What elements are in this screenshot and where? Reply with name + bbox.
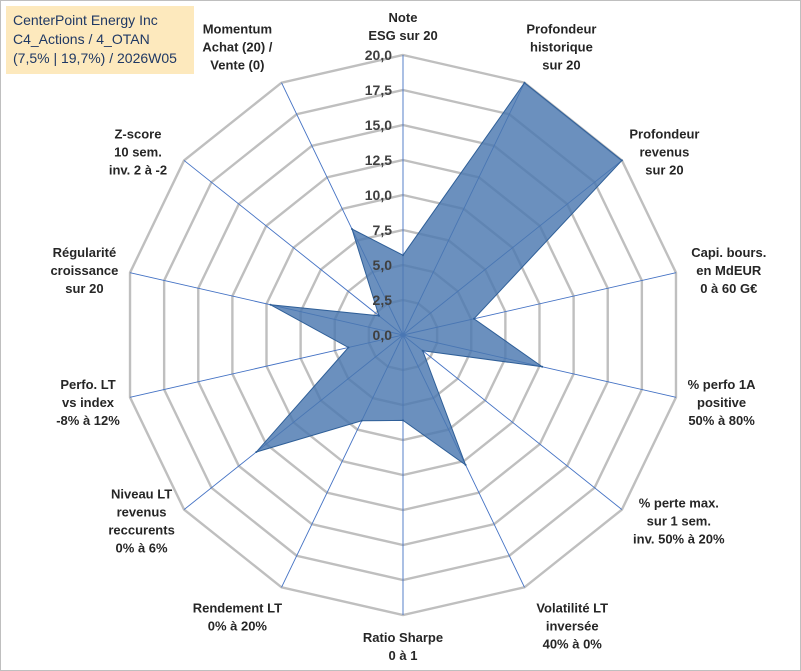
tick-label-2: 5,0 [373, 257, 393, 273]
axis-label-1: Profondeur historique sur 20 [526, 21, 596, 72]
axis-label-1-line-2: sur 20 [542, 57, 580, 72]
tick-label-5: 12,5 [365, 152, 392, 168]
data-point-11 [269, 303, 272, 306]
tick-label-8: 20,0 [365, 47, 392, 63]
axis-label-4-line-2: 50% à 80% [688, 413, 755, 428]
tick-label-1: 2,5 [373, 292, 393, 308]
axis-label-4: % perfo 1A positive 50% à 80% [688, 377, 757, 428]
axis-label-11-line-2: sur 20 [65, 281, 103, 296]
axis-label-13-line-0: Momentum [203, 21, 272, 36]
axis-label-7: Ratio Sharpe 0 à 1 [363, 630, 443, 663]
axis-label-8-line-0: Rendement LT [193, 601, 282, 616]
axis-label-8: Rendement LT 0% à 20% [193, 601, 282, 634]
tick-label-7: 17,5 [365, 82, 392, 98]
axis-label-2: Profondeur revenus sur 20 [629, 126, 699, 177]
tick-label-4: 10,0 [365, 187, 392, 203]
axis-label-11-line-0: Régularité [53, 245, 117, 260]
axis-label-9-line-3: 0% à 6% [116, 541, 168, 556]
axis-label-4-line-0: % perfo 1A [688, 377, 757, 392]
axis-label-10-line-0: Perfo. LT [60, 377, 115, 392]
axis-label-12-line-1: 10 sem. [114, 144, 162, 159]
chart-title-box: CenterPoint Energy Inc C4_Actions / 4_OT… [6, 6, 194, 74]
axis-label-5: % perte max. sur 1 sem. inv. 50% à 20% [633, 496, 725, 547]
axis-label-3-line-2: 0 à 60 G€ [700, 281, 757, 296]
axis-label-3-line-0: Capi. bours. [691, 245, 766, 260]
axis-label-8-line-1: 0% à 20% [208, 619, 268, 634]
data-point-9 [255, 450, 258, 453]
axis-label-13-line-1: Achat (20) / [202, 39, 272, 54]
axis-label-13-line-2: Vente (0) [210, 57, 264, 72]
axis-label-0-line-0: Note [389, 10, 418, 25]
axis-label-11-line-1: croissance [50, 263, 118, 278]
axis-spoke-12 [183, 160, 404, 336]
data-point-4 [541, 365, 544, 368]
axis-label-6-line-2: 40% à 0% [543, 637, 603, 652]
axis-label-5-line-1: sur 1 sem. [647, 514, 711, 529]
data-point-6 [464, 463, 467, 466]
axis-label-13: Momentum Achat (20) / Vente (0) [202, 21, 272, 72]
axis-label-5-line-2: inv. 50% à 20% [633, 532, 725, 547]
axis-label-4-line-1: positive [697, 395, 746, 410]
axis-label-9-line-1: revenus [117, 505, 167, 520]
data-point-13 [350, 228, 353, 231]
axis-label-9-line-0: Niveau LT [111, 487, 172, 502]
axis-label-12-line-2: inv. 2 à -2 [109, 162, 167, 177]
axis-label-3-line-1: en MdEUR [696, 263, 762, 278]
axis-label-2-line-2: sur 20 [645, 162, 683, 177]
axis-label-3: Capi. bours. en MdEUR 0 à 60 G€ [691, 245, 766, 296]
axis-spoke-5 [402, 334, 623, 510]
axis-label-0: Note ESG sur 20 [368, 10, 437, 43]
data-point-0 [402, 254, 404, 257]
data-point-10 [347, 346, 350, 349]
tick-label-6: 15,0 [365, 117, 392, 133]
axis-label-6-line-0: Volatilité LT [536, 601, 608, 616]
chart-title-line-2: C4_Actions / 4_OTAN [13, 31, 150, 47]
axis-label-10-line-2: -8% à 12% [56, 413, 120, 428]
axis-label-7-line-0: Ratio Sharpe [363, 630, 443, 645]
axis-label-11: Régularité croissance sur 20 [50, 245, 118, 296]
axis-label-9: Niveau LT revenus reccurents 0% à 6% [108, 487, 174, 556]
data-point-8 [360, 419, 363, 422]
axis-label-9-line-2: reccurents [108, 523, 174, 538]
axis-label-1-line-1: historique [530, 39, 593, 54]
axis-label-5-line-0: % perte max. [639, 496, 719, 511]
data-point-12 [377, 314, 380, 317]
axis-label-0-line-1: ESG sur 20 [368, 28, 437, 43]
axis-label-2-line-1: revenus [639, 144, 689, 159]
data-point-5 [421, 349, 424, 352]
tick-label-3: 7,5 [373, 222, 393, 238]
data-point-1 [523, 81, 526, 84]
axis-label-2-line-0: Profondeur [629, 126, 699, 141]
chart-title-line-1: CenterPoint Energy Inc [13, 12, 158, 28]
tick-label-0: 0,0 [373, 327, 393, 343]
axis-label-12: Z-score 10 sem. inv. 2 à -2 [109, 126, 167, 177]
data-point-2 [620, 159, 623, 162]
axis-label-12-line-0: Z-score [114, 126, 161, 141]
axis-label-6-line-1: inversée [546, 619, 599, 634]
data-point-7 [402, 419, 404, 422]
axis-label-10-line-1: vs index [62, 395, 115, 410]
axis-label-7-line-1: 0 à 1 [389, 648, 418, 663]
axis-label-6: Volatilité LT inversée 40% à 0% [536, 601, 608, 652]
axis-label-10: Perfo. LT vs index -8% à 12% [56, 377, 120, 428]
chart-title-line-3: (7,5% | 19,7%) / 2026W05 [13, 50, 177, 66]
data-point-3 [472, 317, 475, 320]
axis-label-1-line-0: Profondeur [526, 21, 596, 36]
data-series-area [254, 82, 623, 467]
